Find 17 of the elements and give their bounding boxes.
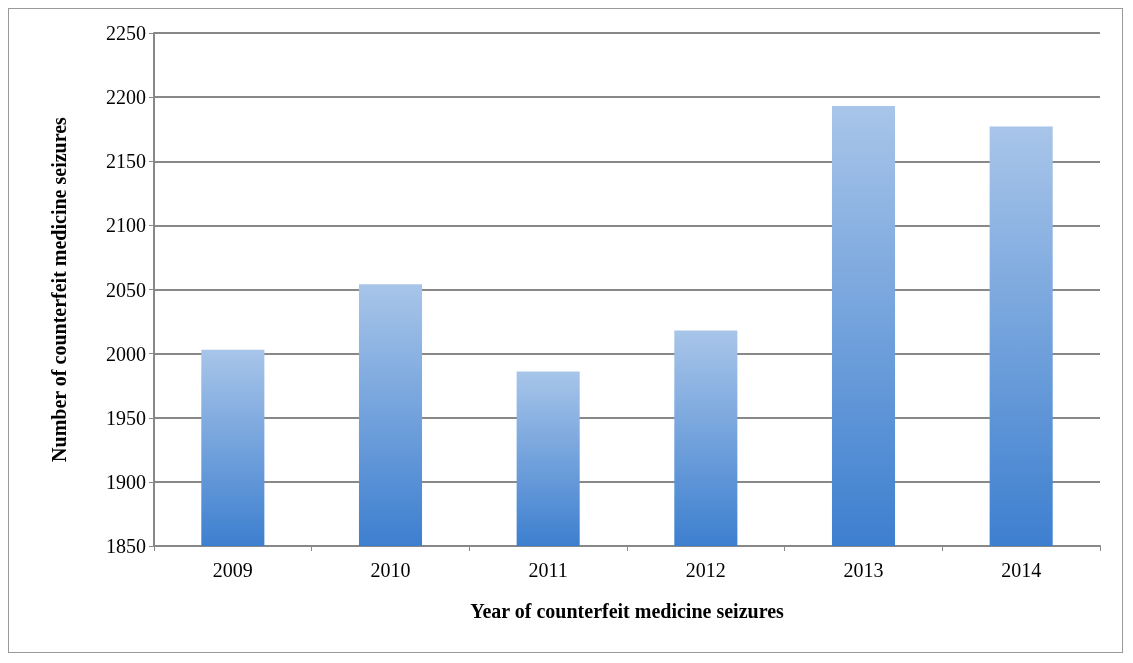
x-tick-label: 2014 (1001, 559, 1042, 581)
y-tick-label: 2250 (106, 22, 146, 44)
x-tick-label: 2011 (528, 559, 568, 581)
y-tick-label: 2150 (106, 150, 146, 173)
x-tick-label: 2010 (370, 559, 411, 581)
x-tick-label: 2009 (212, 559, 253, 581)
y-tick-label: 2200 (106, 86, 146, 109)
x-tick-label: 2013 (843, 559, 884, 581)
y-tick-label: 1950 (106, 406, 146, 429)
y-tick-label: 1850 (106, 535, 146, 557)
y-tick-label: 2050 (106, 278, 146, 301)
y-tick-label: 2000 (106, 342, 146, 365)
y-tick-label: 1900 (106, 470, 146, 493)
y-axis-title: Number of counterfeit medicine seizures (48, 116, 70, 462)
y-tick-label: 2100 (106, 214, 146, 237)
x-tick-label: 2012 (685, 559, 726, 581)
x-axis-title: Year of counterfeit medicine seizures (470, 600, 785, 622)
